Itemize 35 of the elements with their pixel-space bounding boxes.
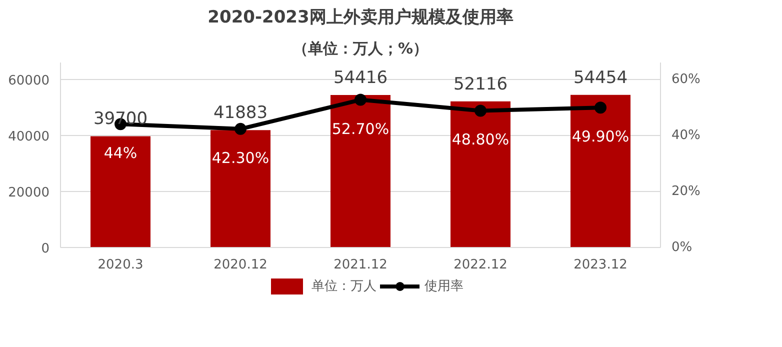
point — [234, 122, 246, 135]
data-label: 48.80% — [452, 130, 510, 149]
bar — [330, 94, 390, 248]
data-label: 52.70% — [332, 120, 390, 138]
x-tick-label: 2021.12 — [334, 258, 388, 272]
point — [594, 102, 606, 114]
y2-tick-label: 40% — [672, 128, 700, 143]
point — [354, 94, 366, 106]
bar — [450, 101, 510, 248]
data-label: 52116 — [453, 74, 508, 94]
data-label: 42.30% — [212, 148, 270, 167]
y-tick-label: 0 — [41, 242, 50, 256]
data-label: 54454 — [573, 68, 628, 88]
y2-tick-label: 0% — [672, 240, 692, 255]
chart-subtitle: （单位：万人；%） — [292, 40, 428, 58]
point — [474, 104, 486, 117]
legend-label: 单位：万人 — [312, 278, 376, 295]
legend-label: 使用率 — [424, 278, 464, 295]
bar — [570, 94, 630, 248]
y-tick-label: 20000 — [8, 185, 50, 200]
y2-tick-label: 20% — [672, 184, 700, 199]
chart-title: 2020-2023网上外卖用户规模及使用率 — [208, 8, 514, 28]
data-label: 54416 — [333, 68, 388, 88]
data-label: 44% — [104, 144, 138, 162]
data-label: 41883 — [213, 103, 268, 124]
data-label: 49.90% — [572, 128, 630, 146]
bar — [90, 136, 150, 248]
x-tick-label: 2023.12 — [574, 258, 628, 272]
x-tick-label: 2020.3 — [98, 258, 144, 272]
x-tick-label: 2020.12 — [214, 258, 268, 272]
x-tick-label: 2022.12 — [454, 258, 508, 272]
bar — [210, 130, 270, 248]
y-tick-label: 60000 — [8, 73, 50, 88]
y-tick-label: 40000 — [8, 129, 50, 144]
y2-tick-label: 60% — [672, 72, 700, 87]
